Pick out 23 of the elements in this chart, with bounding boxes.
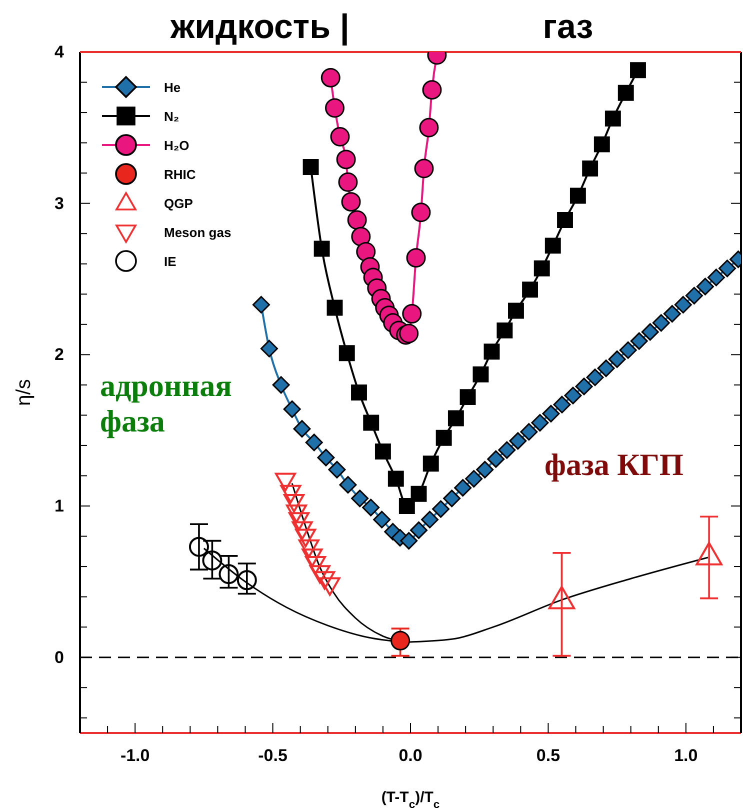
legend-label: RHIC [164,167,196,182]
x-axis-title: (T-T$_{c}$)/T$_{c}$ [381,789,440,808]
legend-label: Meson gas [164,225,232,240]
y-axis-title: η/s [13,379,35,406]
annotation: фаза КГП [544,447,684,482]
legend-label: He [164,80,181,95]
x-tick-label: -0.5 [258,746,288,766]
legend-label: IE [164,254,177,269]
legend-label: H₂O [164,138,190,153]
y-tick-label: 2 [54,345,64,364]
x-tick-label: 0.0 [398,746,422,766]
x-tick-label: -1.0 [120,746,150,766]
legend-label: QGP [164,196,194,211]
y-tick-label: 1 [54,496,64,516]
x-tick-label: 0.5 [536,746,560,766]
annotation: адронная фаза [100,368,232,439]
y-tick-label: 4 [54,42,65,62]
y-tick-label: 0 [54,648,64,667]
y-tick-label: 3 [54,194,64,213]
text: газ [542,8,594,46]
x-tick-label: 1.0 [674,746,698,766]
text: жидкость | [170,8,350,46]
legend-label: N₂ [164,109,180,124]
